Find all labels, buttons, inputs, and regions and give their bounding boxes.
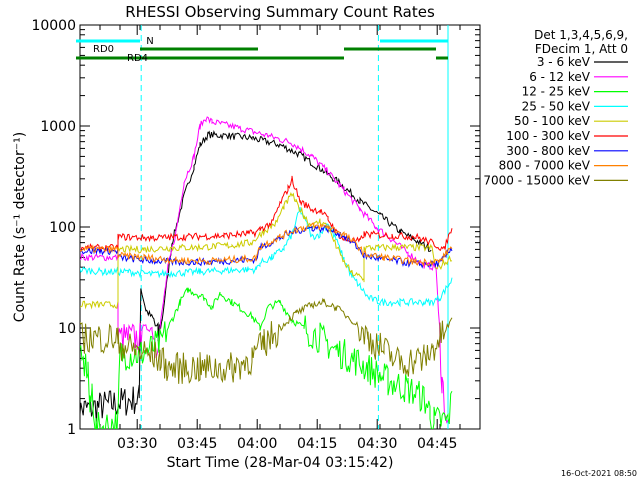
y-axis-label: Count Rate (s⁻¹ detector⁻¹) [12, 132, 28, 322]
plot-area: RD0 RD4 N [76, 25, 453, 429]
bar-label-rd4: RD4 [127, 53, 148, 64]
attenuator-label: N [146, 36, 153, 47]
series-group [80, 25, 453, 429]
legend-entry-label: 50 - 100 keV [514, 114, 591, 128]
chart-title: RHESSI Observing Summary Count Rates [125, 3, 435, 21]
legend-header: FDecim 1, Att 0 [535, 42, 628, 56]
x-tick-label: 03:45 [177, 436, 217, 452]
legend-entry-label: 25 - 50 keV [522, 99, 591, 113]
series-line-0 [80, 130, 432, 422]
y-tick-label: 1 [67, 422, 76, 438]
legend-entry-label: 100 - 300 keV [506, 129, 590, 143]
y-tick-label: 1000 [40, 119, 76, 135]
legend-header: Det 1,3,4,5,6,9, [534, 28, 628, 42]
series-line-2 [80, 287, 453, 429]
legend-entry-label: 800 - 7000 keV [499, 159, 591, 173]
series-line-1 [80, 116, 449, 424]
x-tick-label: 04:30 [357, 436, 397, 452]
series-line-7 [80, 222, 453, 268]
y-tick-label: 10000 [31, 18, 76, 34]
y-tick-label: 10 [58, 321, 76, 337]
timestamp: 16-Oct-2021 08:50 [561, 469, 637, 478]
legend-entry-label: 300 - 800 keV [506, 144, 590, 158]
x-tick-label: 03:30 [117, 436, 157, 452]
x-axis-label: Start Time (28-Mar-04 03:15:42) [167, 455, 394, 471]
x-tick-label: 04:00 [237, 436, 277, 452]
y-tick-label: 100 [49, 220, 76, 236]
legend-entry-label: 12 - 25 keV [522, 85, 591, 99]
bar-label-rd0: RD0 [93, 44, 114, 55]
axis-ticks: 1 10 100 1000 10000 03:30 03:45 04:00 04:15 04:30… [31, 18, 481, 452]
legend-entry-label: 7000 - 15000 keV [483, 173, 590, 187]
legend-entry-label: 3 - 6 keV [537, 55, 591, 69]
x-tick-label: 04:15 [297, 436, 337, 452]
x-tick-label: 04:45 [417, 436, 457, 452]
series-line-5 [80, 175, 453, 254]
legend-entry-label: 6 - 12 keV [529, 70, 591, 84]
legend: Det 1,3,4,5,6,9,FDecim 1, Att 03 - 6 keV… [483, 28, 628, 187]
series-line-8 [80, 297, 453, 384]
series-line-3 [80, 207, 453, 308]
